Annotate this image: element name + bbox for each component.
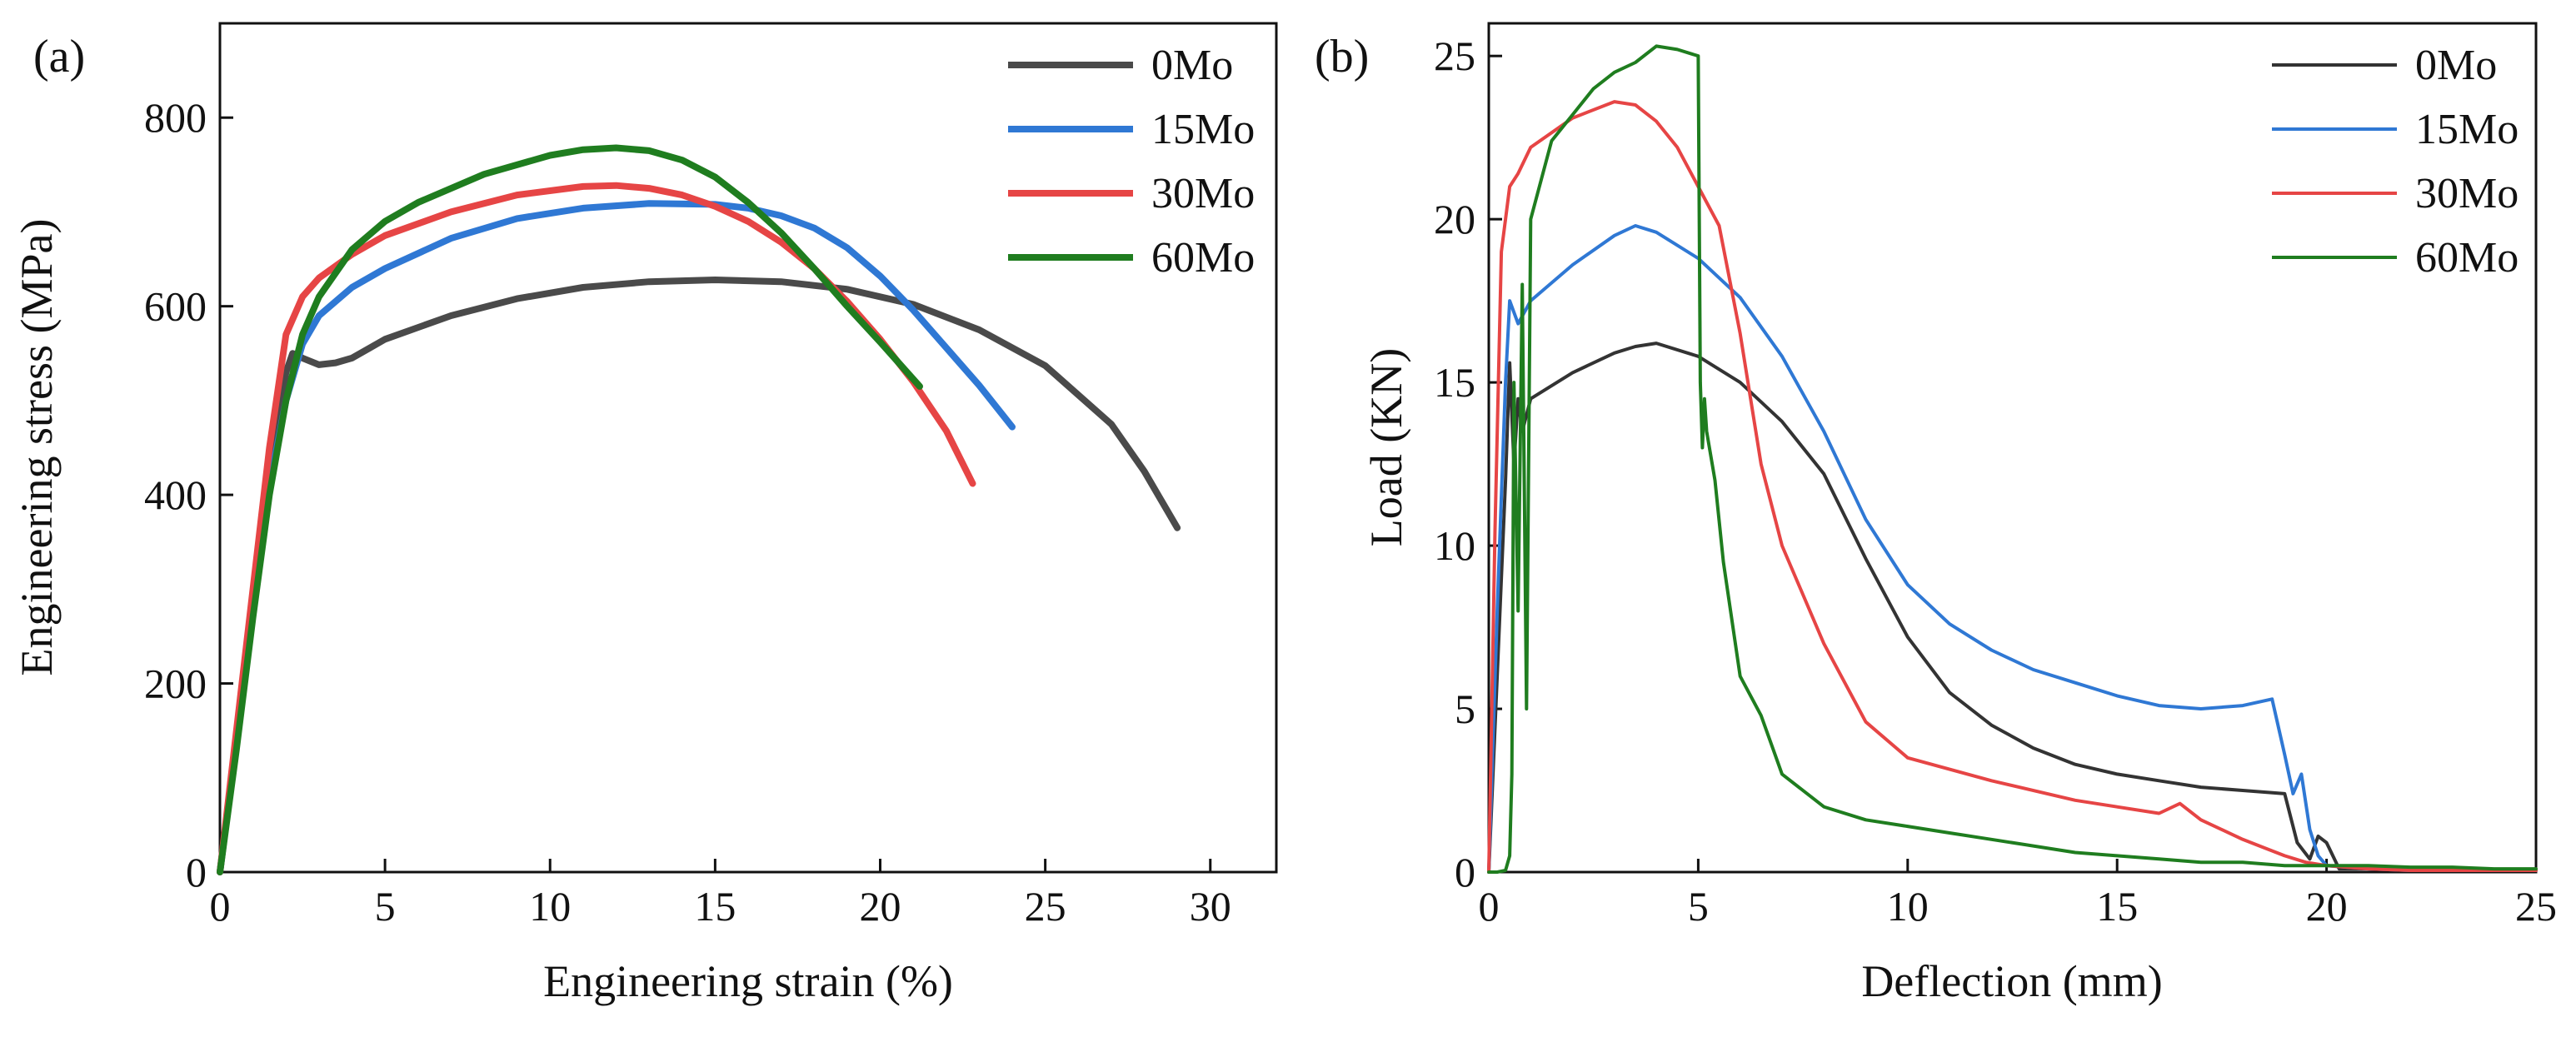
panel-b-y-tick-label: 20 [1434,196,1475,242]
panel-a-y-tick-label: 400 [144,471,207,518]
panel-b-y-tick-label: 0 [1455,849,1475,895]
panel-a-y-ticks: 0 200 400 600 800 [144,94,233,895]
panel-a-y-axis-title: Engineering stress (MPa) [12,219,62,676]
panel-a-y-tick-label: 600 [144,283,207,330]
panel-a-series-line-0mo [217,277,1181,875]
panel-a-legend-label-30mo: 30Mo [1151,170,1255,217]
panel-a-x-axis-title: Engineering strain (%) [543,956,953,1006]
panel-b-y-axis-title: Load (KN) [1361,348,1411,546]
panel-a-x-tick-label: 30 [1190,883,1231,930]
panel-b-legend: 0Mo 15Mo 30Mo 60Mo [2272,42,2519,282]
panel-a-x-ticks: 0 5 10 15 20 25 30 [210,859,1231,930]
panel-b-legend-label-60mo: 60Mo [2415,234,2519,282]
panel-a-x-tick-label: 5 [375,883,396,930]
panel-a-y-tick-label: 0 [186,849,207,895]
panel-b-legend-label-30mo: 30Mo [2415,170,2519,217]
panel-b-series-line-60mo [1487,44,2538,874]
panel-b-chart: (b) 0 5 10 15 20 25 0 5 10 15 20 25 Deflection (mm… [1315,22,2557,1006]
panel-b-x-axis-title: Deflection (mm) [1861,956,2162,1006]
panel-a-chart: (a) 0 5 10 15 20 25 30 0 200 400 600 800 Engineeri… [12,22,1278,1006]
panel-b-frame [1487,22,2538,874]
panel-a-legend-label-0mo: 0Mo [1151,42,1233,89]
panel-b-x-tick-label: 15 [2096,883,2138,930]
panel-a-x-tick-label: 25 [1025,883,1066,930]
panel-a-legend-label-60mo: 60Mo [1151,234,1255,282]
panel-a-x-tick-label: 10 [529,883,571,930]
panel-a-label: (a) [33,31,85,82]
panel-a-series [217,144,1181,875]
panel-a-legend-label-15mo: 15Mo [1151,106,1255,153]
panel-a-x-tick-label: 15 [694,883,736,930]
panel-b-series-line-15mo [1487,224,2538,874]
panel-b-legend-label-0mo: 0Mo [2415,42,2497,89]
panel-b-series [1487,44,2538,874]
panel-b-x-tick-label: 25 [2515,883,2557,930]
panel-a-frame [218,22,1278,874]
panel-b-label: (b) [1315,31,1369,82]
panel-b-y-tick-label: 10 [1434,522,1475,569]
panel-b-legend-label-15mo: 15Mo [2415,106,2519,153]
panel-b-y-tick-label: 5 [1455,686,1475,732]
panel-b-x-tick-label: 0 [1479,883,1500,930]
panel-a-x-tick-label: 0 [210,883,231,930]
panel-b-x-tick-label: 10 [1887,883,1929,930]
panel-a-x-tick-label: 20 [860,883,901,930]
panel-a-y-tick-label: 200 [144,661,207,707]
panel-b-x-tick-label: 5 [1688,883,1709,930]
panel-a-y-tick-label: 800 [144,94,207,141]
panel-b-y-tick-label: 25 [1434,32,1475,79]
panel-a-series-line-60mo [217,144,923,875]
panel-b-x-ticks: 0 5 10 15 20 25 [1479,859,2557,930]
panel-b-y-tick-label: 15 [1434,359,1475,406]
panel-b-x-tick-label: 20 [2306,883,2348,930]
panel-a-legend: 0Mo 15Mo 30Mo 60Mo [1008,42,1255,282]
